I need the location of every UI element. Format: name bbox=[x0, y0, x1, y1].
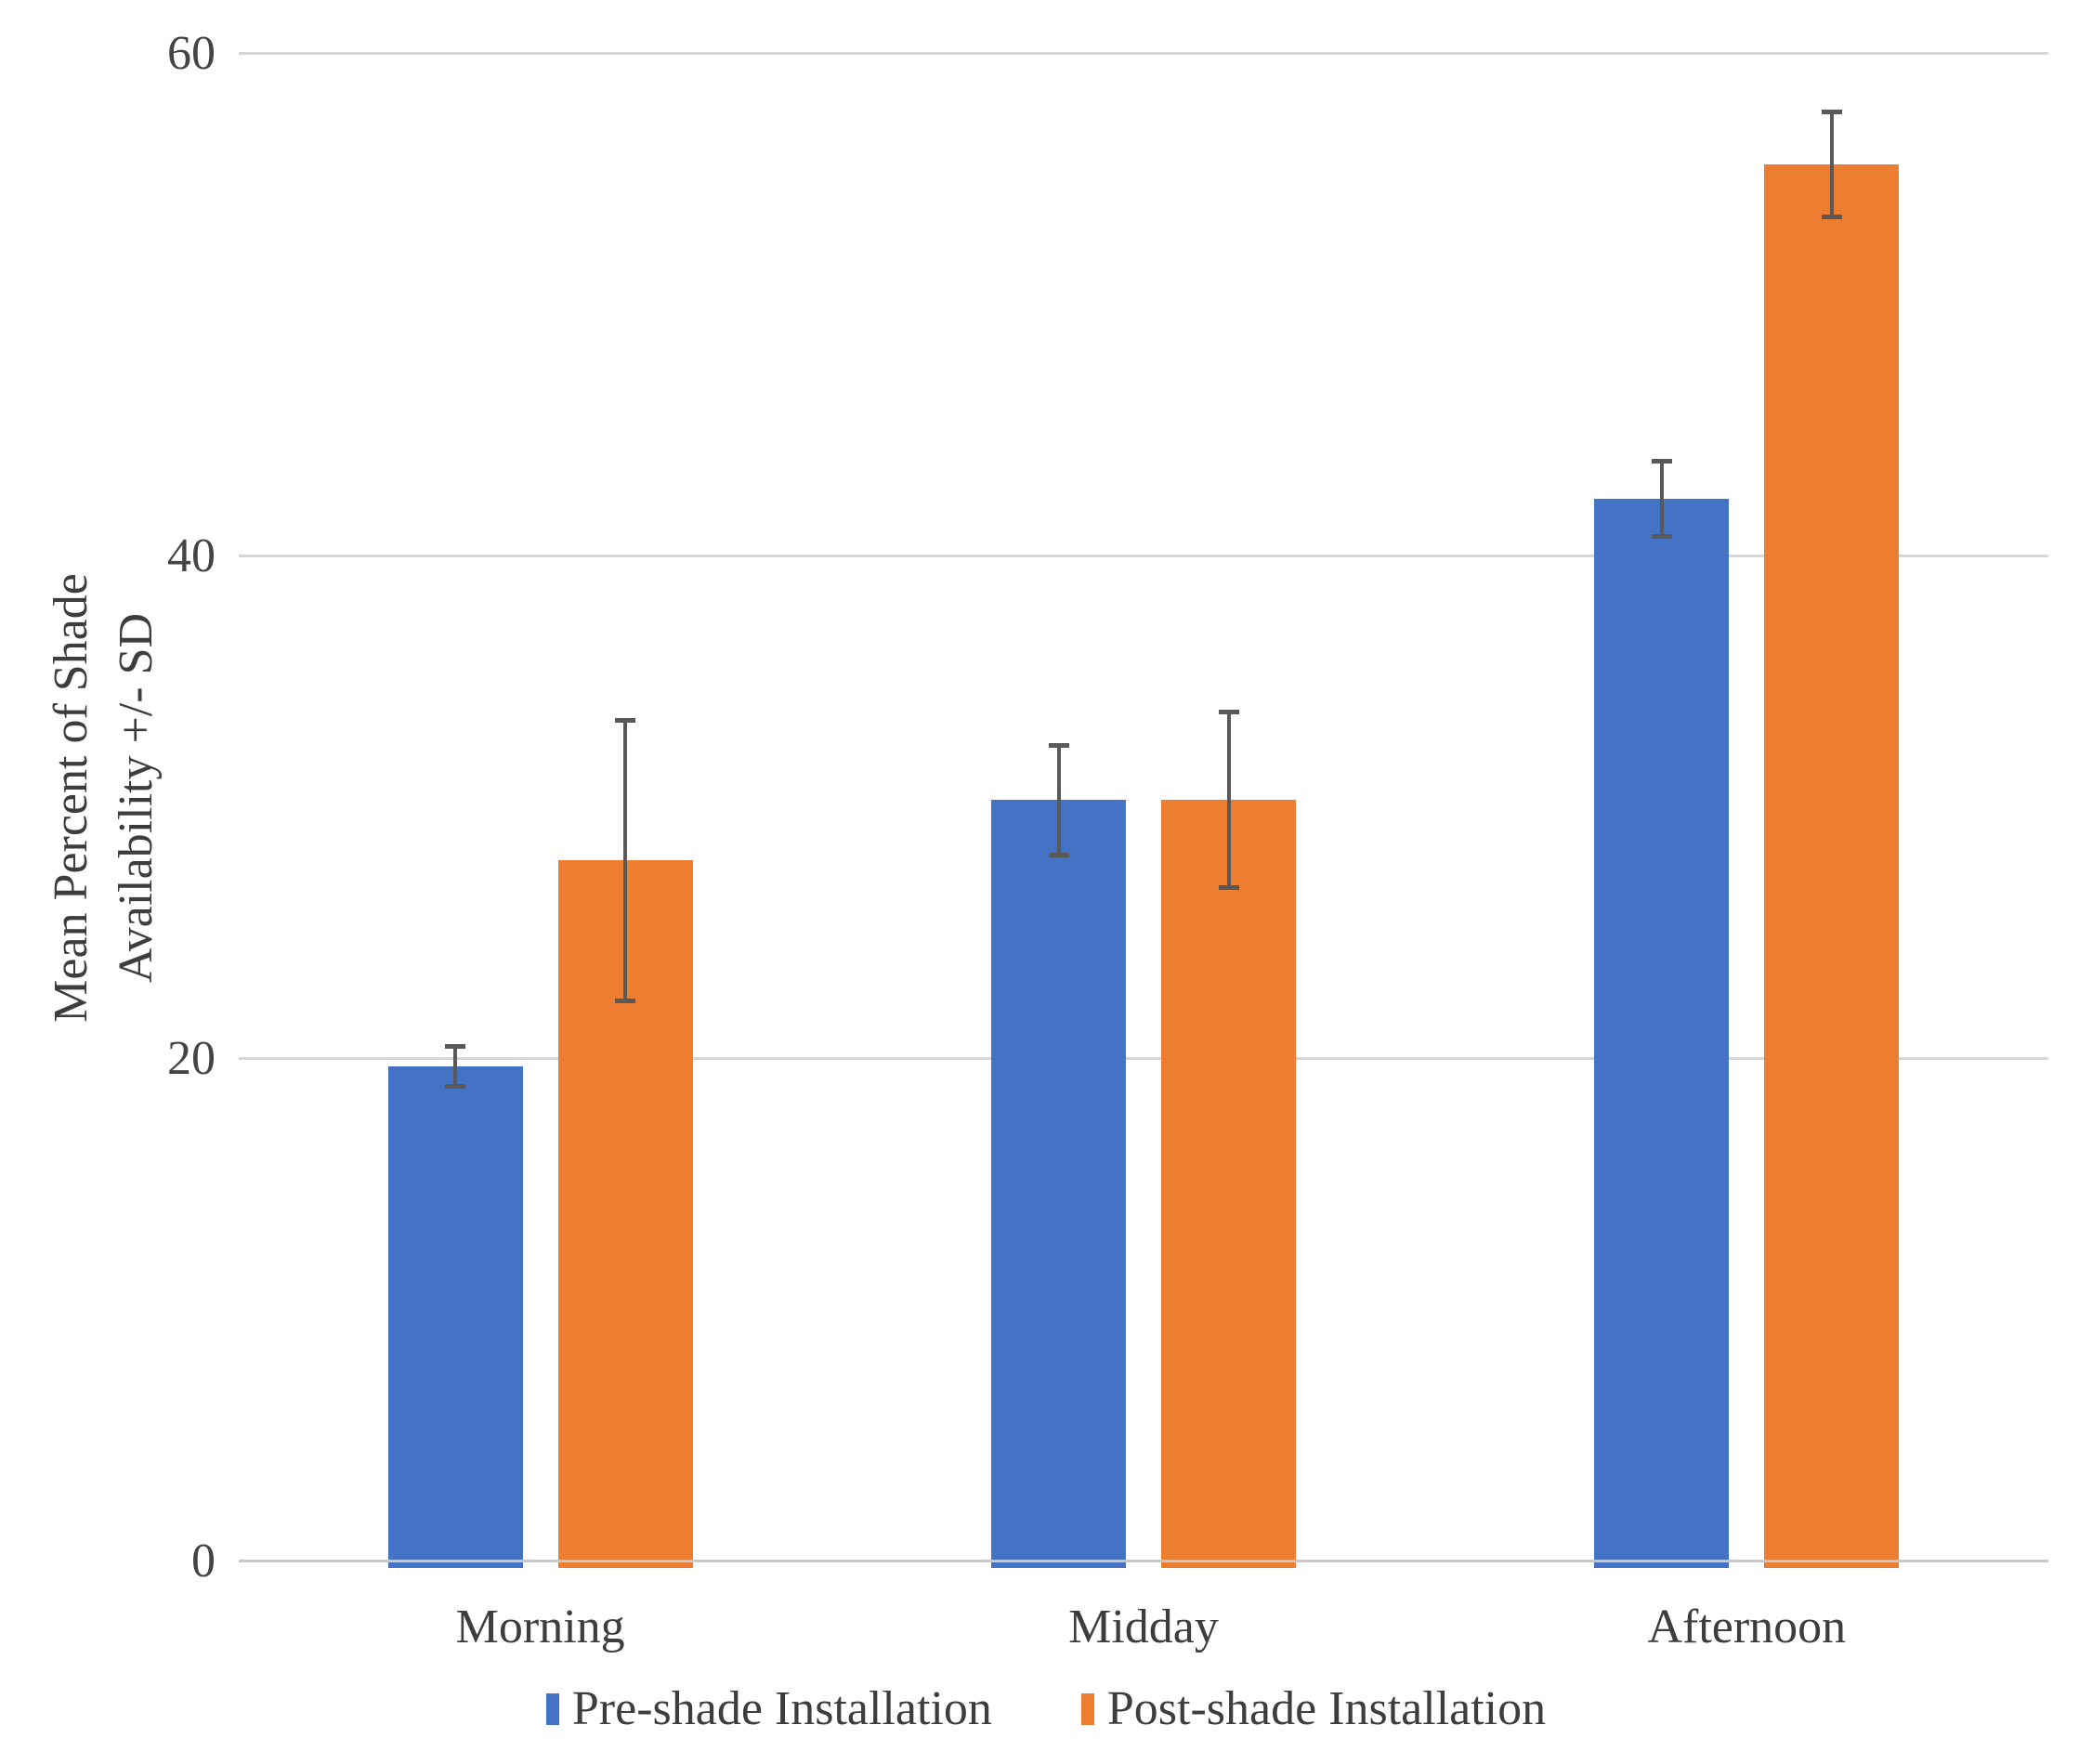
error-bar-cap-top-pre-shade-installation-midday bbox=[1048, 742, 1069, 748]
y-tick-label-0: 0 bbox=[191, 1535, 216, 1588]
legend-swatch-pre-shade-installation bbox=[545, 1693, 559, 1725]
y-axis-title-line-2: Availability +/- SD bbox=[110, 612, 163, 984]
error-bar-pre-shade-installation-afternoon bbox=[1659, 463, 1664, 534]
chart-legend: Pre-shade Installation Post-shade Install… bbox=[0, 1683, 2092, 1735]
error-bar-cap-top-post-shade-installation-afternoon bbox=[1821, 109, 1842, 114]
error-bar-cap-bottom-post-shade-installation-afternoon bbox=[1821, 215, 1842, 220]
error-bar-post-shade-installation-midday bbox=[1226, 714, 1231, 886]
error-bar-cap-bottom-pre-shade-installation-afternoon bbox=[1651, 533, 1672, 539]
bar-pre-shade-installation-morning bbox=[387, 1066, 523, 1568]
error-bar-cap-top-post-shade-installation-midday bbox=[1218, 710, 1239, 715]
legend-item-pre-shade-installation: Pre-shade Installation bbox=[545, 1682, 992, 1735]
error-bar-post-shade-installation-afternoon bbox=[1829, 113, 1834, 216]
gridline-40 bbox=[239, 555, 2048, 557]
bar-post-shade-installation-midday bbox=[1161, 800, 1296, 1568]
legend-label-post-shade-installation: Post-shade Installation bbox=[1106, 1682, 1547, 1735]
y-axis-title-text: Mean Percent of Shade Availability +/- S… bbox=[39, 380, 169, 1216]
error-bar-cap-bottom-post-shade-installation-midday bbox=[1218, 885, 1239, 891]
x-category-label-afternoon: Afternoon bbox=[1647, 1601, 1847, 1653]
x-category-label-morning: Morning bbox=[455, 1601, 625, 1653]
y-axis-title-line-1: Mean Percent of Shade bbox=[45, 573, 98, 1023]
legend-swatch-post-shade-installation bbox=[1080, 1693, 1094, 1725]
bar-post-shade-installation-afternoon bbox=[1764, 164, 1900, 1568]
bar-pre-shade-installation-midday bbox=[991, 800, 1126, 1568]
error-bar-cap-top-pre-shade-installation-morning bbox=[445, 1044, 466, 1050]
error-bar-cap-top-pre-shade-installation-afternoon bbox=[1651, 458, 1672, 464]
y-tick-label-40: 40 bbox=[167, 529, 216, 582]
legend-label-pre-shade-installation: Pre-shade Installation bbox=[571, 1682, 992, 1735]
gridline-60 bbox=[239, 52, 2048, 55]
error-bar-cap-bottom-post-shade-installation-morning bbox=[615, 999, 636, 1004]
error-bar-pre-shade-installation-morning bbox=[453, 1049, 458, 1085]
x-axis-line bbox=[239, 1560, 2048, 1562]
error-bar-post-shade-installation-morning bbox=[623, 722, 628, 1000]
error-bar-cap-top-post-shade-installation-morning bbox=[615, 717, 636, 723]
x-category-label-midday: Midday bbox=[1068, 1601, 1219, 1653]
plot-area bbox=[239, 52, 2048, 1568]
error-bar-cap-bottom-pre-shade-installation-morning bbox=[445, 1084, 466, 1090]
y-tick-label-20: 20 bbox=[167, 1032, 216, 1085]
legend-item-post-shade-installation: Post-shade Installation bbox=[1080, 1682, 1547, 1735]
gridline-20 bbox=[239, 1057, 2048, 1060]
bar-pre-shade-installation-afternoon bbox=[1594, 498, 1730, 1568]
error-bar-pre-shade-installation-midday bbox=[1056, 747, 1061, 854]
error-bar-cap-bottom-pre-shade-installation-midday bbox=[1048, 853, 1069, 858]
y-tick-label-60: 60 bbox=[167, 27, 216, 80]
